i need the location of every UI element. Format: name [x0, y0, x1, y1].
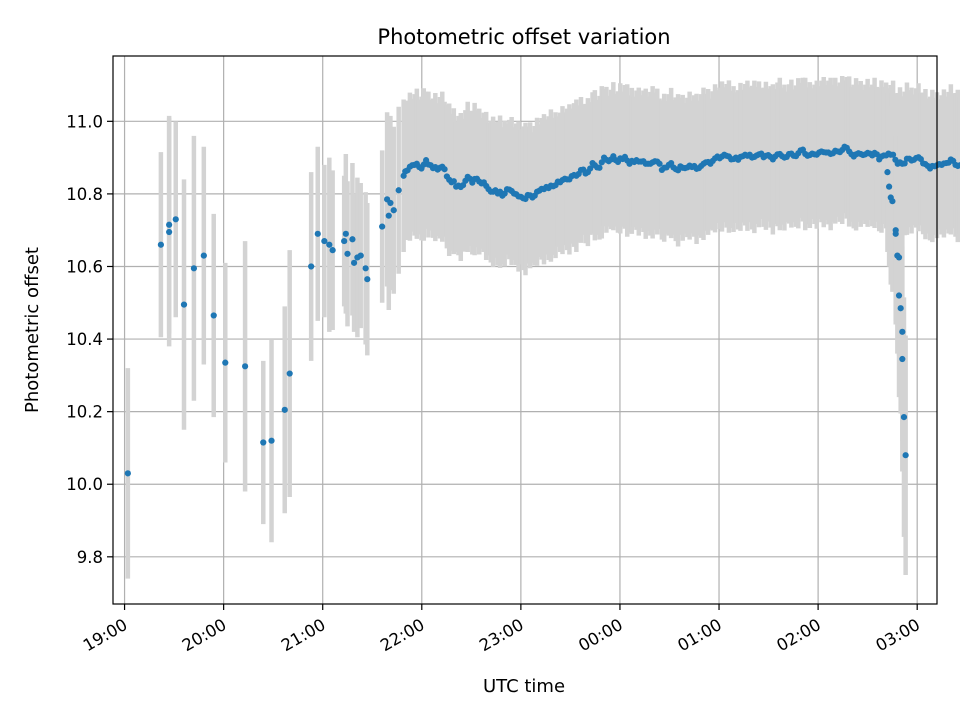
data-point: [349, 236, 356, 243]
x-tick-label: 01:00: [674, 615, 725, 655]
data-point: [895, 254, 903, 261]
data-points: [124, 143, 960, 477]
data-point: [450, 178, 457, 185]
data-point: [364, 276, 371, 283]
data-point: [190, 265, 198, 272]
data-point: [326, 241, 333, 248]
data-point: [897, 305, 904, 312]
y-tick-label: 10.2: [66, 403, 103, 422]
y-tick-label: 11.0: [66, 112, 103, 131]
x-tick-label: 00:00: [575, 615, 626, 655]
data-point: [166, 221, 173, 228]
data-point: [899, 355, 906, 363]
data-point: [157, 241, 164, 248]
data-point: [314, 230, 321, 237]
data-point: [341, 237, 348, 245]
data-point: [329, 247, 336, 254]
x-tick-label: 19:00: [80, 615, 131, 655]
data-point: [268, 437, 275, 444]
data-point: [889, 198, 896, 205]
x-tick-label: 20:00: [179, 615, 230, 655]
data-point: [385, 212, 392, 219]
data-point: [441, 166, 448, 173]
x-axis-ticks: 19:00 20:00 21:00 22:00 23:00 00:00 01:00 02:00…: [80, 604, 923, 655]
data-point: [899, 328, 906, 335]
y-tick-label: 10.0: [66, 475, 103, 494]
y-axis-ticks: 9.8 10.0 10.2 10.4 10.6 10.8 11.0: [66, 112, 113, 567]
data-point: [166, 228, 173, 236]
data-point: [200, 252, 207, 259]
data-point: [886, 183, 893, 190]
data-point: [596, 164, 603, 171]
y-tick-label: 10.6: [66, 257, 103, 276]
data-point: [357, 252, 364, 259]
data-point: [286, 370, 293, 377]
data-point: [889, 151, 897, 158]
data-point: [222, 359, 229, 366]
data-point: [210, 312, 217, 319]
data-point: [387, 199, 394, 207]
data-point: [900, 413, 908, 421]
data-point: [321, 237, 328, 245]
x-tick-label: 22:00: [377, 615, 428, 655]
y-axis-label: Photometric offset: [22, 247, 43, 413]
data-point: [180, 301, 188, 308]
data-point: [308, 263, 315, 270]
data-point: [598, 159, 605, 166]
y-tick-label: 9.8: [77, 548, 103, 567]
data-point: [350, 259, 358, 266]
data-point: [656, 160, 663, 167]
data-point: [390, 207, 397, 214]
data-point: [362, 265, 369, 272]
data-point: [873, 151, 880, 158]
data-point: [957, 162, 960, 169]
x-tick-label: 03:00: [872, 615, 923, 655]
data-point: [260, 439, 267, 446]
x-tick-label: 23:00: [476, 615, 527, 655]
data-point: [902, 452, 909, 459]
x-tick-label: 02:00: [773, 615, 824, 655]
data-point: [895, 292, 903, 299]
data-point: [884, 169, 891, 176]
x-axis-label: UTC time: [483, 676, 565, 697]
data-point: [242, 363, 249, 370]
data-point: [281, 406, 288, 413]
data-point: [342, 230, 349, 237]
y-tick-label: 10.4: [66, 330, 103, 349]
y-tick-label: 10.8: [66, 185, 103, 204]
data-point: [124, 470, 131, 477]
data-point: [892, 227, 899, 234]
data-point: [587, 165, 594, 172]
data-point: [395, 187, 402, 194]
data-point: [901, 160, 908, 167]
data-point: [379, 223, 386, 230]
data-point: [344, 250, 351, 257]
plot-frame: [112, 55, 938, 605]
x-tick-label: 21:00: [278, 615, 329, 655]
data-point: [172, 216, 179, 223]
chart-title: Photometric offset variation: [377, 25, 670, 49]
